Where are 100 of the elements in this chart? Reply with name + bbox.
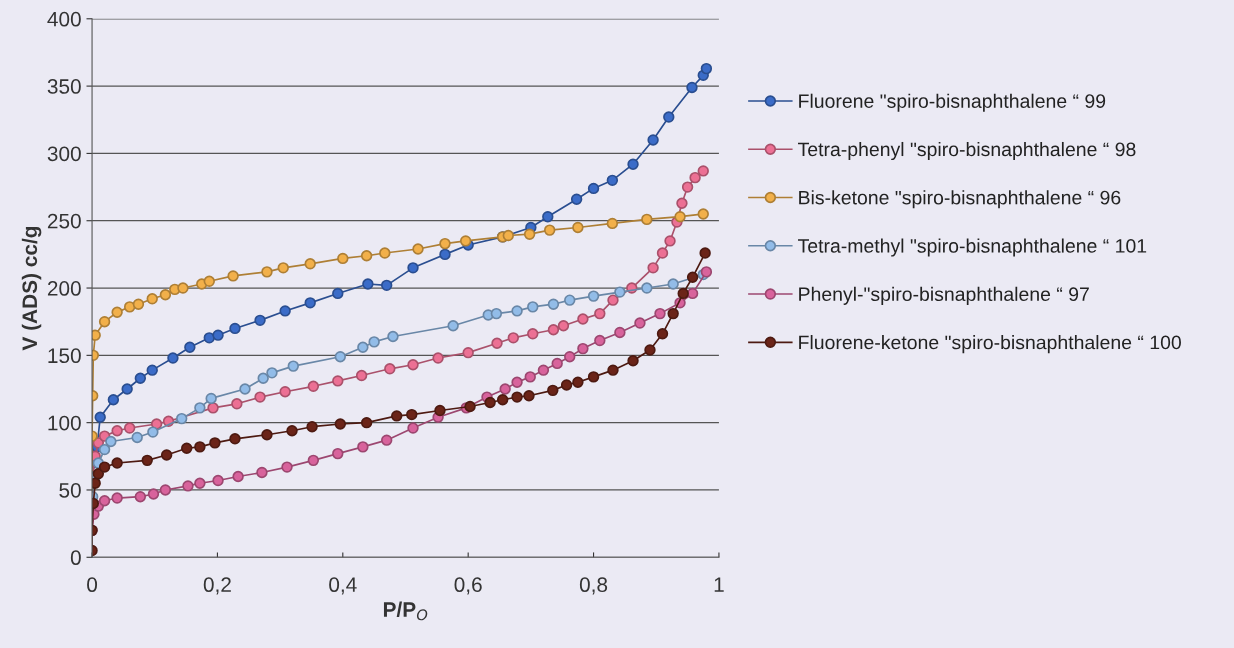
point: [407, 359, 419, 371]
point: [176, 412, 188, 425]
point: [231, 398, 243, 410]
point: [379, 247, 391, 259]
point: [146, 364, 158, 376]
point: [212, 474, 224, 487]
legend-label: Bis-ketone "spiro-bisnaphthalene “ 96: [799, 190, 1121, 209]
point: [134, 372, 147, 384]
point: [523, 390, 535, 402]
point: [287, 360, 299, 372]
point: [194, 402, 206, 414]
point: [689, 171, 701, 184]
point: [384, 363, 396, 375]
point: [123, 301, 136, 313]
point: [406, 408, 418, 421]
point: [105, 435, 117, 448]
point: [407, 262, 419, 274]
point: [677, 287, 689, 300]
point: [160, 449, 173, 461]
point: [332, 375, 344, 387]
point: [681, 181, 694, 193]
point: [664, 235, 676, 247]
point: [261, 266, 273, 278]
point: [614, 326, 626, 339]
point: [307, 454, 320, 467]
point: [524, 371, 536, 383]
point: [281, 461, 293, 473]
point: [656, 247, 669, 259]
point: [564, 350, 576, 363]
point: [511, 391, 523, 403]
point: [614, 286, 626, 298]
legend-label: Fluorene-ketone "spiro-bisnaphthalene “ 100: [799, 335, 1181, 354]
y-tick-label: 400: [47, 11, 81, 27]
point: [412, 243, 424, 255]
point: [697, 165, 709, 177]
point: [132, 298, 145, 310]
y-tick-label: 250: [47, 213, 81, 229]
point: [496, 394, 509, 406]
point: [239, 383, 251, 395]
point: [337, 252, 349, 265]
point: [306, 421, 318, 433]
point: [261, 429, 273, 441]
point: [227, 270, 239, 282]
point: [607, 364, 619, 376]
point: [254, 314, 266, 327]
point: [146, 293, 158, 305]
point: [131, 431, 143, 444]
point: [380, 434, 393, 446]
point: [334, 350, 346, 363]
point: [699, 247, 711, 259]
point: [542, 210, 554, 223]
point: [134, 491, 147, 503]
point: [594, 307, 606, 320]
x-tick-label: 0,2: [203, 577, 231, 595]
y-tick-label: 100: [48, 415, 81, 431]
point: [560, 379, 573, 391]
point: [676, 197, 688, 209]
point: [641, 213, 653, 226]
point: [147, 488, 160, 500]
point: [205, 392, 217, 405]
point: [368, 336, 380, 348]
point: [362, 278, 374, 290]
legend-label: Tetra-methyl "spiro-bisnaphthalene “ 101: [798, 238, 1147, 257]
point: [511, 305, 523, 317]
point: [439, 237, 451, 250]
y-tick-label: 150: [48, 348, 81, 364]
point: [111, 425, 123, 437]
point: [334, 418, 346, 430]
point: [511, 376, 523, 388]
point: [357, 341, 369, 353]
point: [123, 422, 136, 434]
x-axis-title: P/P$_{O}$: [383, 601, 428, 621]
point: [557, 320, 570, 332]
point: [229, 433, 241, 445]
point: [447, 320, 459, 332]
point: [207, 402, 219, 414]
point: [527, 328, 539, 340]
point: [507, 332, 520, 344]
point: [439, 248, 451, 261]
point: [360, 250, 373, 262]
point: [644, 344, 656, 356]
point: [98, 443, 111, 456]
point: [304, 258, 316, 270]
x-tick-label: 1: [714, 577, 724, 592]
point: [194, 441, 206, 453]
point: [484, 396, 496, 409]
y-tick-label: 300: [47, 146, 81, 162]
point: [587, 371, 600, 383]
x-tick-label: 0,8: [579, 577, 608, 595]
point: [572, 376, 584, 388]
point: [667, 307, 679, 320]
point: [577, 342, 589, 355]
point: [647, 134, 659, 146]
point: [627, 158, 639, 170]
point: [656, 328, 669, 340]
point: [277, 262, 289, 274]
point: [537, 364, 550, 376]
point: [94, 411, 106, 423]
point: [647, 262, 659, 274]
point: [502, 229, 514, 242]
